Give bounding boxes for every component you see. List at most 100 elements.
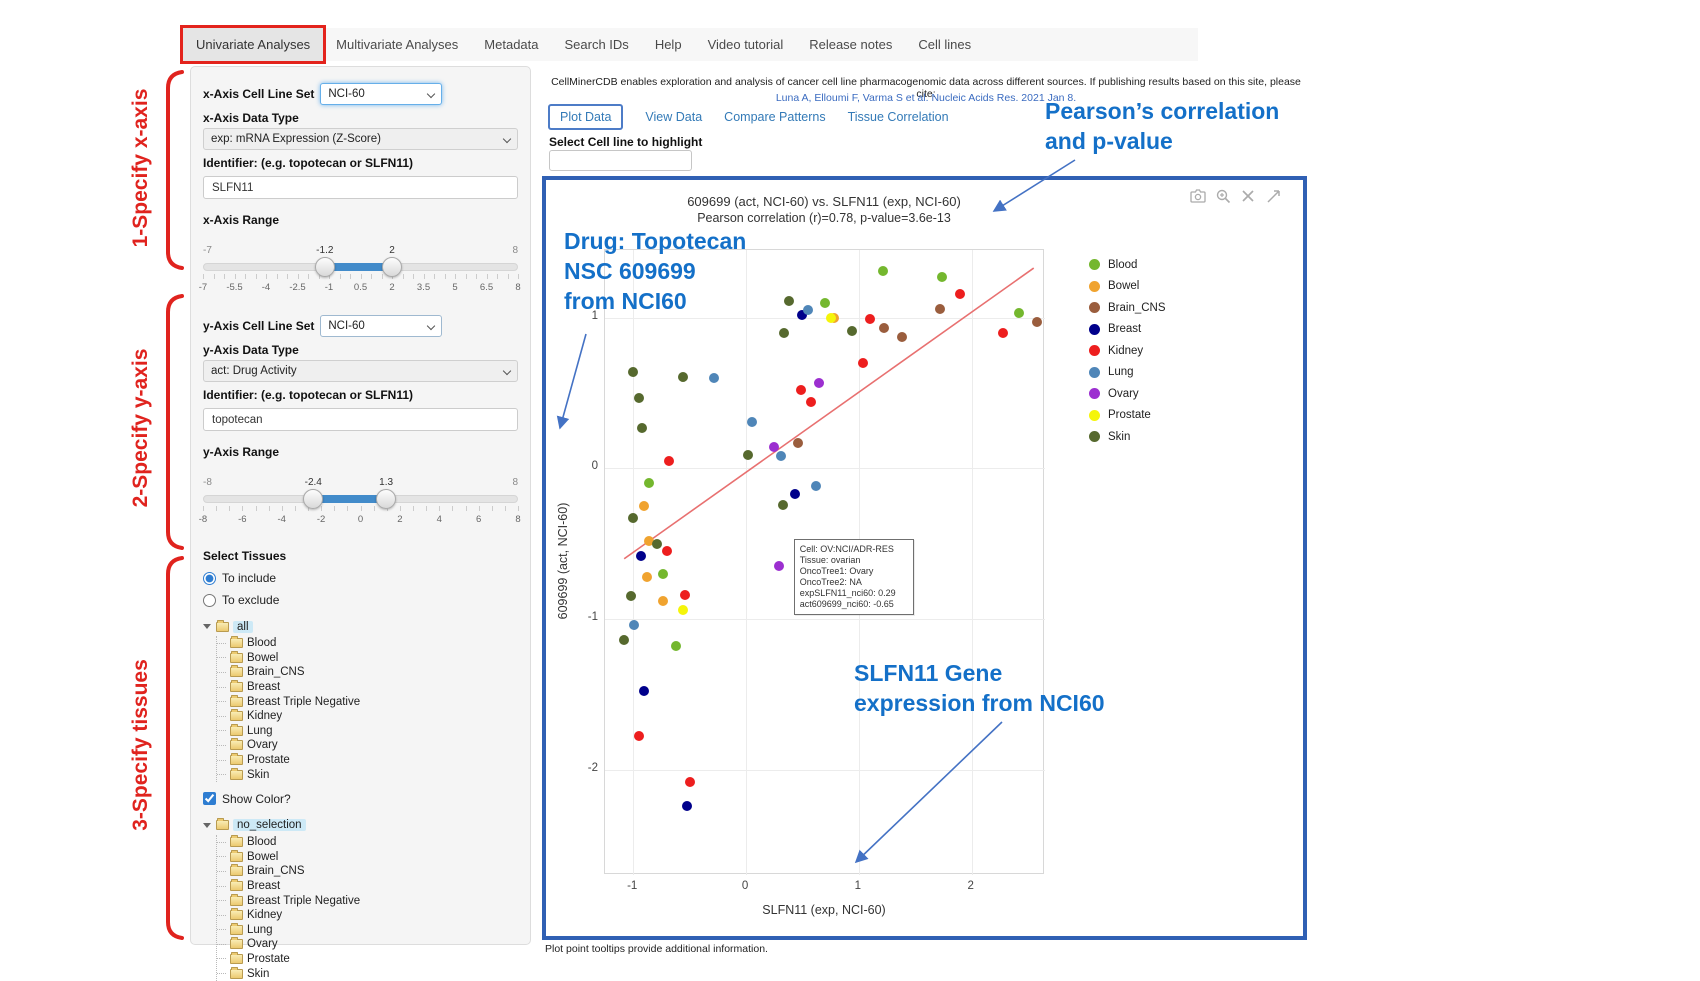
nav-item-univariate-analyses[interactable]: Univariate Analyses bbox=[180, 25, 327, 64]
legend-item-breast[interactable]: Breast bbox=[1089, 319, 1166, 341]
legend-item-ovary[interactable]: Ovary bbox=[1089, 383, 1166, 405]
scatter-point-ovary[interactable] bbox=[814, 377, 825, 388]
scatter-point-skin[interactable] bbox=[651, 538, 662, 549]
tree-expander-icon[interactable] bbox=[203, 822, 211, 828]
y-range-slider[interactable]: -8 8 -2.4 1.3 -8 -6 -4 -2 0 2 4 6 8 bbox=[199, 477, 521, 533]
scatter-point-ovary[interactable] bbox=[773, 561, 784, 572]
scatter-point-skin[interactable] bbox=[625, 591, 636, 602]
tree-item-skin[interactable]: Skin bbox=[217, 966, 518, 981]
scatter-point-prostate[interactable] bbox=[677, 604, 688, 615]
scatter-point-brain_cns[interactable] bbox=[878, 323, 889, 334]
nav-item-help[interactable]: Help bbox=[642, 28, 695, 61]
scatter-point-skin[interactable] bbox=[783, 296, 794, 307]
scatter-point-blood[interactable] bbox=[657, 568, 668, 579]
tree-item-skin[interactable]: Skin bbox=[217, 767, 518, 782]
scatter-point-lung[interactable] bbox=[810, 481, 821, 492]
scatter-point-kidney[interactable] bbox=[664, 455, 675, 466]
scatter-point-skin[interactable] bbox=[619, 635, 630, 646]
scatter-point-blood[interactable] bbox=[644, 478, 654, 489]
scatter-point-kidney[interactable] bbox=[955, 288, 966, 299]
scatter-point-skin[interactable] bbox=[628, 513, 639, 524]
scatter-point-breast[interactable] bbox=[636, 550, 647, 561]
slider-handle-to[interactable] bbox=[376, 489, 397, 509]
scatter-point-lung[interactable] bbox=[776, 451, 786, 462]
scatter-point-kidney[interactable] bbox=[858, 357, 869, 368]
tree-item-lung[interactable]: Lung bbox=[217, 723, 518, 739]
legend-item-brain_cns[interactable]: Brain_CNS bbox=[1089, 297, 1166, 319]
legend-item-prostate[interactable]: Prostate bbox=[1089, 405, 1166, 427]
scatter-point-blood[interactable] bbox=[877, 266, 888, 277]
y-cell-line-set-select[interactable]: NCI-60 bbox=[320, 315, 443, 337]
scatter-point-kidney[interactable] bbox=[865, 314, 876, 325]
scatter-point-kidney[interactable] bbox=[998, 327, 1009, 338]
nav-item-release-notes[interactable]: Release notes bbox=[796, 28, 905, 61]
tree-item-kidney[interactable]: Kidney bbox=[217, 908, 518, 923]
scatter-point-kidney[interactable] bbox=[680, 589, 691, 600]
legend-item-lung[interactable]: Lung bbox=[1089, 362, 1166, 384]
tree-item-ovary[interactable]: Ovary bbox=[217, 937, 518, 952]
nav-item-search-ids[interactable]: Search IDs bbox=[552, 28, 642, 61]
citation-link[interactable]: Luna A, Elloumi F, Varma S et al. Nuclei… bbox=[775, 92, 1077, 104]
y-data-type-select[interactable]: act: Drug Activity bbox=[203, 360, 518, 382]
zoom-in-icon[interactable] bbox=[1215, 188, 1231, 204]
scatter-point-lung[interactable] bbox=[746, 416, 757, 427]
scatter-point-brain_cns[interactable] bbox=[935, 303, 946, 314]
show-color-checkbox[interactable] bbox=[203, 792, 216, 806]
scatter-point-blood[interactable] bbox=[937, 272, 948, 283]
tree-item-brain_cns[interactable]: Brain_CNS bbox=[217, 665, 518, 680]
scatter-point-brain_cns[interactable] bbox=[792, 437, 803, 448]
tree-root-no_selection[interactable]: no_selection bbox=[203, 816, 518, 835]
exclude-radio[interactable] bbox=[203, 593, 216, 607]
scatter-point-skin[interactable] bbox=[628, 366, 639, 377]
tree-item-bowel[interactable]: Bowel bbox=[217, 650, 518, 666]
scatter-point-brain_cns[interactable] bbox=[896, 332, 907, 343]
scatter-point-kidney[interactable] bbox=[662, 546, 673, 557]
tree-root-label[interactable]: all bbox=[233, 620, 253, 633]
legend-item-kidney[interactable]: Kidney bbox=[1089, 340, 1166, 362]
tab-view-data[interactable]: View Data bbox=[645, 110, 703, 124]
scatter-point-ovary[interactable] bbox=[769, 442, 780, 453]
scatter-point-skin[interactable] bbox=[677, 371, 688, 382]
scatter-point-breast[interactable] bbox=[797, 309, 808, 320]
tree-item-breast-triple-negative[interactable]: Breast Triple Negative bbox=[217, 893, 518, 908]
legend-item-skin[interactable]: Skin bbox=[1089, 426, 1166, 448]
tree-item-ovary[interactable]: Ovary bbox=[217, 738, 518, 753]
tree-item-lung[interactable]: Lung bbox=[217, 922, 518, 938]
close-icon[interactable] bbox=[1240, 188, 1256, 204]
tree-item-breast[interactable]: Breast bbox=[217, 879, 518, 894]
nav-item-video-tutorial[interactable]: Video tutorial bbox=[695, 28, 797, 61]
tree-item-prostate[interactable]: Prostate bbox=[217, 753, 518, 768]
x-data-type-select[interactable]: exp: mRNA Expression (Z-Score) bbox=[203, 128, 518, 150]
scatter-point-kidney[interactable] bbox=[684, 776, 695, 787]
scatter-point-breast[interactable] bbox=[789, 488, 800, 499]
x-identifier-input[interactable] bbox=[203, 176, 518, 199]
scatter-point-kidney[interactable] bbox=[806, 397, 817, 408]
tree-item-brain_cns[interactable]: Brain_CNS bbox=[217, 864, 518, 879]
include-radio[interactable] bbox=[203, 571, 216, 585]
scatter-point-blood[interactable] bbox=[671, 641, 682, 652]
show-color-row[interactable]: Show Color? bbox=[203, 792, 518, 806]
nav-item-metadata[interactable]: Metadata bbox=[471, 28, 551, 61]
tissues-exclude-radio-row[interactable]: To exclude bbox=[203, 593, 518, 607]
tree-item-blood[interactable]: Blood bbox=[217, 636, 518, 651]
slider-handle-from[interactable] bbox=[314, 257, 335, 277]
x-range-slider[interactable]: -7 8 -1.2 2 -7 -5.5 -4 -2.5 -1 0.5 2 3.5 5 6.5 8 bbox=[199, 245, 521, 301]
tree-item-breast-triple-negative[interactable]: Breast Triple Negative bbox=[217, 694, 518, 709]
scatter-point-skin[interactable] bbox=[637, 422, 648, 433]
tree-item-breast[interactable]: Breast bbox=[217, 680, 518, 695]
scatter-point-bowel[interactable] bbox=[641, 571, 652, 582]
x-cell-line-set-select[interactable]: NCI-60 bbox=[320, 83, 443, 105]
pan-icon[interactable] bbox=[1265, 188, 1281, 204]
slider-handle-from[interactable] bbox=[303, 489, 324, 509]
tree-item-blood[interactable]: Blood bbox=[217, 835, 518, 850]
tree-item-kidney[interactable]: Kidney bbox=[217, 709, 518, 724]
tree-expander-icon[interactable] bbox=[203, 624, 211, 629]
camera-icon[interactable] bbox=[1190, 188, 1206, 204]
tree-item-prostate[interactable]: Prostate bbox=[217, 951, 518, 967]
tree-root-all[interactable]: all bbox=[203, 617, 518, 636]
scatter-point-lung[interactable] bbox=[709, 373, 720, 383]
scatter-point-blood[interactable] bbox=[1014, 308, 1025, 319]
scatter-point-lung[interactable] bbox=[629, 620, 640, 630]
scatter-point-blood[interactable] bbox=[820, 297, 830, 308]
tree-root-label[interactable]: no_selection bbox=[233, 819, 306, 832]
